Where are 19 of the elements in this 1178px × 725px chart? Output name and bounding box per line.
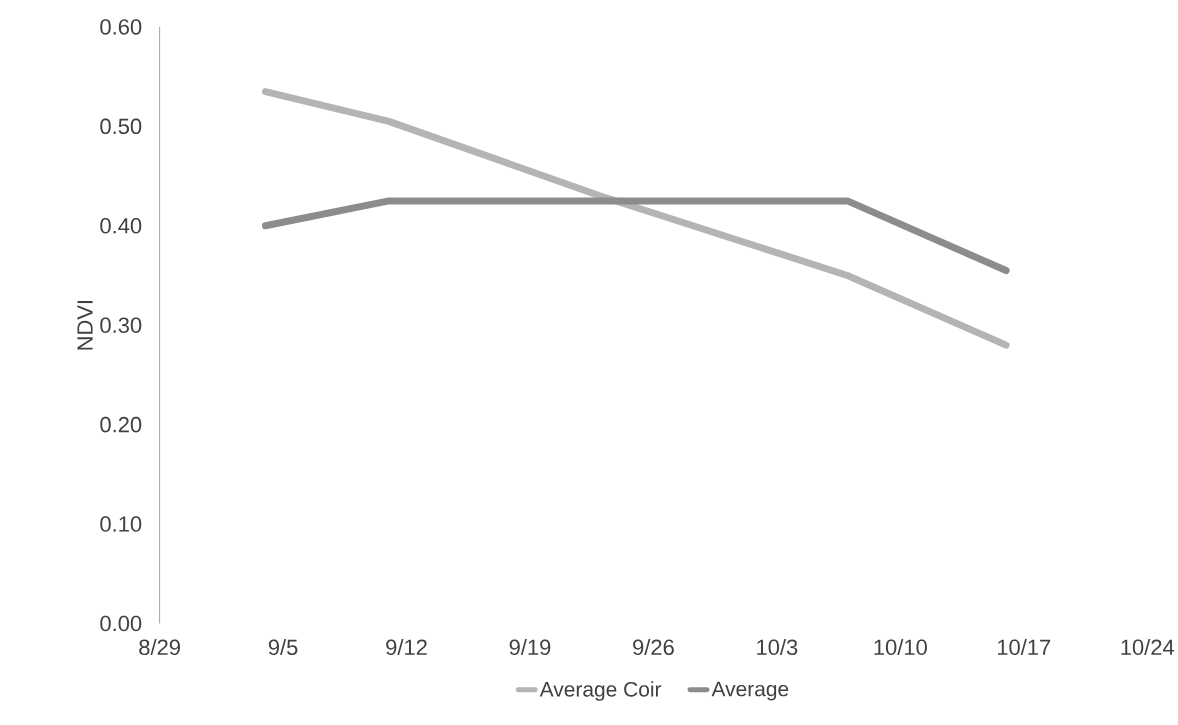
- y-tick-label: 0.30: [100, 317, 142, 333]
- x-tick-label: 8/29: [139, 638, 180, 655]
- y-tick-label: 0.60: [100, 19, 142, 35]
- x-tick-label: 10/24: [1121, 638, 1175, 655]
- x-tick-label: 9/26: [633, 638, 674, 655]
- y-tick-label: 0.50: [100, 118, 142, 135]
- y-tick-label: 0.40: [100, 217, 142, 234]
- x-tick-label: 10/10: [874, 638, 927, 655]
- y-tick-label: 0.00: [100, 615, 142, 632]
- x-tick-label: 10/3: [757, 638, 798, 655]
- legend-label: Average: [711, 681, 789, 701]
- x-tick-label: 9/19: [509, 638, 551, 655]
- y-tick-label: 0.10: [100, 516, 142, 532]
- y-axis-title: NDVI: [77, 300, 93, 350]
- y-tick-label: 0.20: [100, 416, 142, 433]
- x-tick-label: 9/12: [386, 638, 427, 655]
- legend-label: Average Coir: [539, 681, 662, 701]
- x-tick-label: 9/5: [268, 638, 298, 655]
- x-tick-label: 10/17: [997, 638, 1051, 655]
